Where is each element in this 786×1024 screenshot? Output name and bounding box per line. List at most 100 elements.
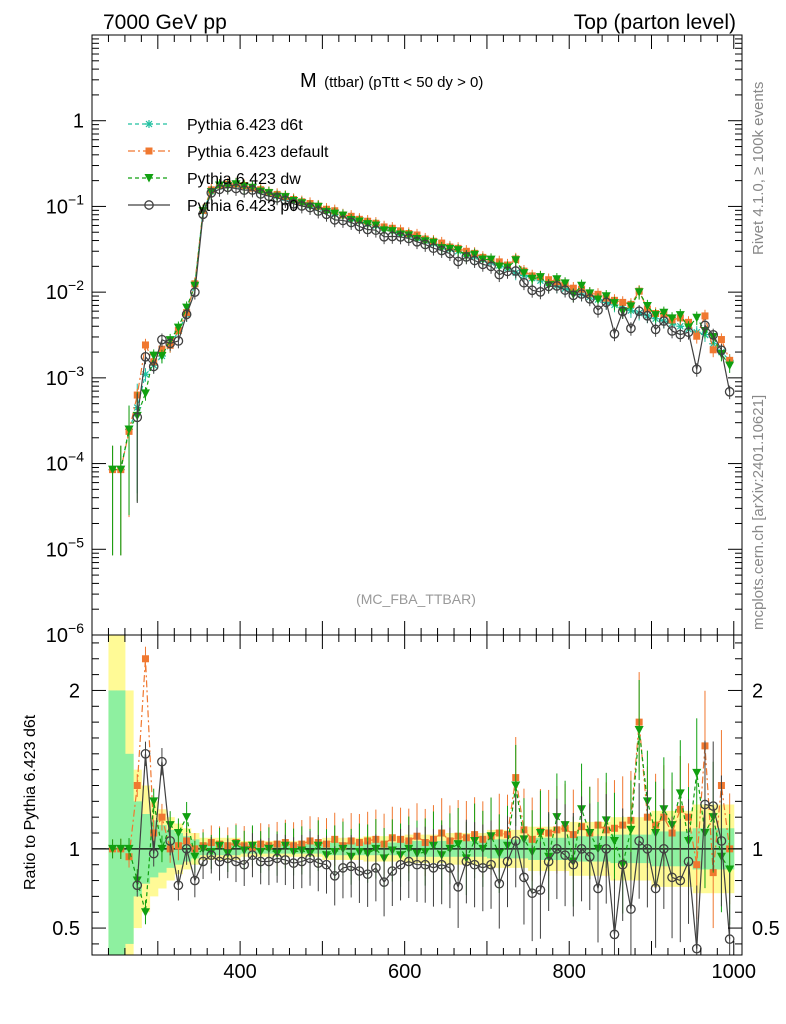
ratio-p0-point [362, 869, 373, 880]
plot-title-main: M [300, 70, 317, 92]
spectrum-dw-point [535, 273, 545, 282]
spectrum-default-point [158, 345, 166, 353]
ratio-p0-point [568, 859, 579, 870]
ratio-p0-point [502, 856, 513, 867]
spectrum-p0-point [650, 324, 661, 335]
spectrum-p0-point [609, 328, 620, 339]
spectrum-p0-point [486, 261, 496, 272]
ratio-dw-point [626, 825, 636, 835]
lower-ytick-label-right: 0.5 [752, 918, 780, 940]
upper-ytick-exponent: −6 [68, 620, 84, 636]
ratio-p0-point [675, 875, 686, 886]
xtick-label: 1000 [712, 961, 757, 983]
ratio-p0-point [593, 883, 603, 894]
ratio-p0-point [601, 844, 612, 854]
ratio-p0-point [198, 856, 208, 867]
ratio-default-point [693, 861, 701, 869]
ratio-dw-point [149, 797, 159, 806]
spectrum-p0-point [593, 305, 603, 316]
spectrum-p0-point [173, 336, 184, 346]
spectrum-p0-point [206, 188, 217, 198]
spectrum-d6t-point [141, 370, 150, 379]
ratio-p0-point [140, 748, 151, 759]
legend: Pythia 6.423 d6t Pythia 6.423 default Pyth… [128, 117, 329, 215]
spectrum-dw-point [519, 269, 529, 278]
spectrum-p0-point [420, 239, 431, 250]
ratio-p0-point [296, 856, 307, 867]
upper-ytick-base: 10 [46, 196, 68, 218]
spectrum-p0-point [436, 245, 447, 256]
lower-panel: 2 2 1 1 0.5 0.5 Ratio to Pythia 6.423 d6t [22, 634, 780, 956]
ratio-p0-point [264, 856, 274, 867]
upper-ytick-base: 10 [46, 368, 68, 390]
ratio-p0-point [667, 872, 677, 883]
spectrum-p0-point [683, 327, 694, 338]
spectrum-p0-point [469, 255, 480, 266]
ratio-band-green [116, 690, 126, 955]
spectrum-dw-point [725, 361, 735, 371]
ratio-dw-line [112, 729, 731, 913]
spectrum-p0-point [403, 233, 414, 244]
ratio-p0-point [642, 844, 653, 854]
ratio-axis-label: Ratio to Pythia 6.423 d6t [22, 714, 39, 890]
plot-title: M (ttbar) (pTtt < 50 dy > 0) [300, 70, 483, 92]
ratio-dw-point [190, 852, 200, 862]
spectrum-p0-point [313, 206, 324, 216]
ratio-dw-point [634, 726, 644, 735]
ratio-p0-point [436, 859, 447, 870]
upper-ytick-label: 10−3 [46, 363, 84, 390]
ratio-p0-point [379, 877, 389, 887]
spectrum-p0-point [584, 293, 595, 304]
spectrum-p0-point [716, 345, 727, 356]
spectrum-dw-point [667, 314, 677, 323]
upper-ytick-label: 10−2 [46, 277, 84, 304]
ratio-p0-point [453, 882, 463, 892]
legend-label: Pythia 6.423 dw [187, 171, 301, 188]
ratio-p0-point [329, 870, 340, 881]
legend-label: Pythia 6.423 d6t [187, 117, 303, 134]
upper-data-layer [108, 177, 735, 556]
ratio-p0-point [420, 859, 431, 870]
spectrum-dw-point [560, 279, 570, 288]
side-label-bottom: mcplots.cern.ch [arXiv:2401.10621] [750, 395, 767, 630]
spectrum-dw-point [511, 256, 521, 265]
ratio-p0-point [634, 836, 645, 846]
lower-ytick-label: 0.5 [52, 918, 80, 940]
spectrum-p0-point [576, 289, 587, 299]
upper-ytick-label: 1 [73, 111, 84, 133]
spectrum-p0-point [247, 185, 258, 195]
ratio-p0-point [206, 850, 217, 861]
ratio-dw-point [453, 840, 463, 849]
spectrum-p0-point [445, 248, 455, 259]
spectrum-dw-line [112, 183, 731, 471]
upper-ytick-exponent: −3 [68, 363, 84, 379]
ratio-p0-point [346, 861, 357, 872]
spectrum-dw-point [453, 246, 463, 255]
spectrum-p0-point [560, 285, 570, 295]
ratio-p0-point [510, 836, 521, 846]
spectrum-dw-point [379, 226, 389, 235]
spectrum-default-line [112, 183, 731, 471]
spectrum-dw-point [124, 425, 134, 434]
ratio-default-point [141, 655, 149, 663]
ratio-p0-point [461, 856, 472, 867]
spectrum-dw-point [577, 281, 587, 291]
spectrum-p0-point [700, 320, 710, 331]
ratio-p0-point [617, 859, 628, 870]
upper-ytick-exponent: −1 [68, 191, 84, 207]
spectrum-dw-point [116, 465, 126, 475]
ratio-p0-point [387, 866, 398, 876]
lower-axes: 2 2 1 1 0.5 0.5 [52, 642, 780, 945]
ratio-p0-point [428, 863, 439, 873]
ratio-p0-point [650, 883, 661, 894]
ratio-p0-point [239, 859, 250, 870]
ratio-p0-point [222, 853, 233, 864]
spectrum-default-point [619, 298, 627, 306]
spectrum-dw-point [182, 303, 192, 313]
spectrum-d6t-line [112, 184, 731, 471]
upper-ytick-exponent: −4 [68, 449, 84, 465]
ratio-p0-point [189, 875, 200, 886]
ratio-p0-point [708, 801, 719, 811]
spectrum-dw-point [692, 313, 702, 323]
ratio-dw-point [157, 844, 167, 854]
